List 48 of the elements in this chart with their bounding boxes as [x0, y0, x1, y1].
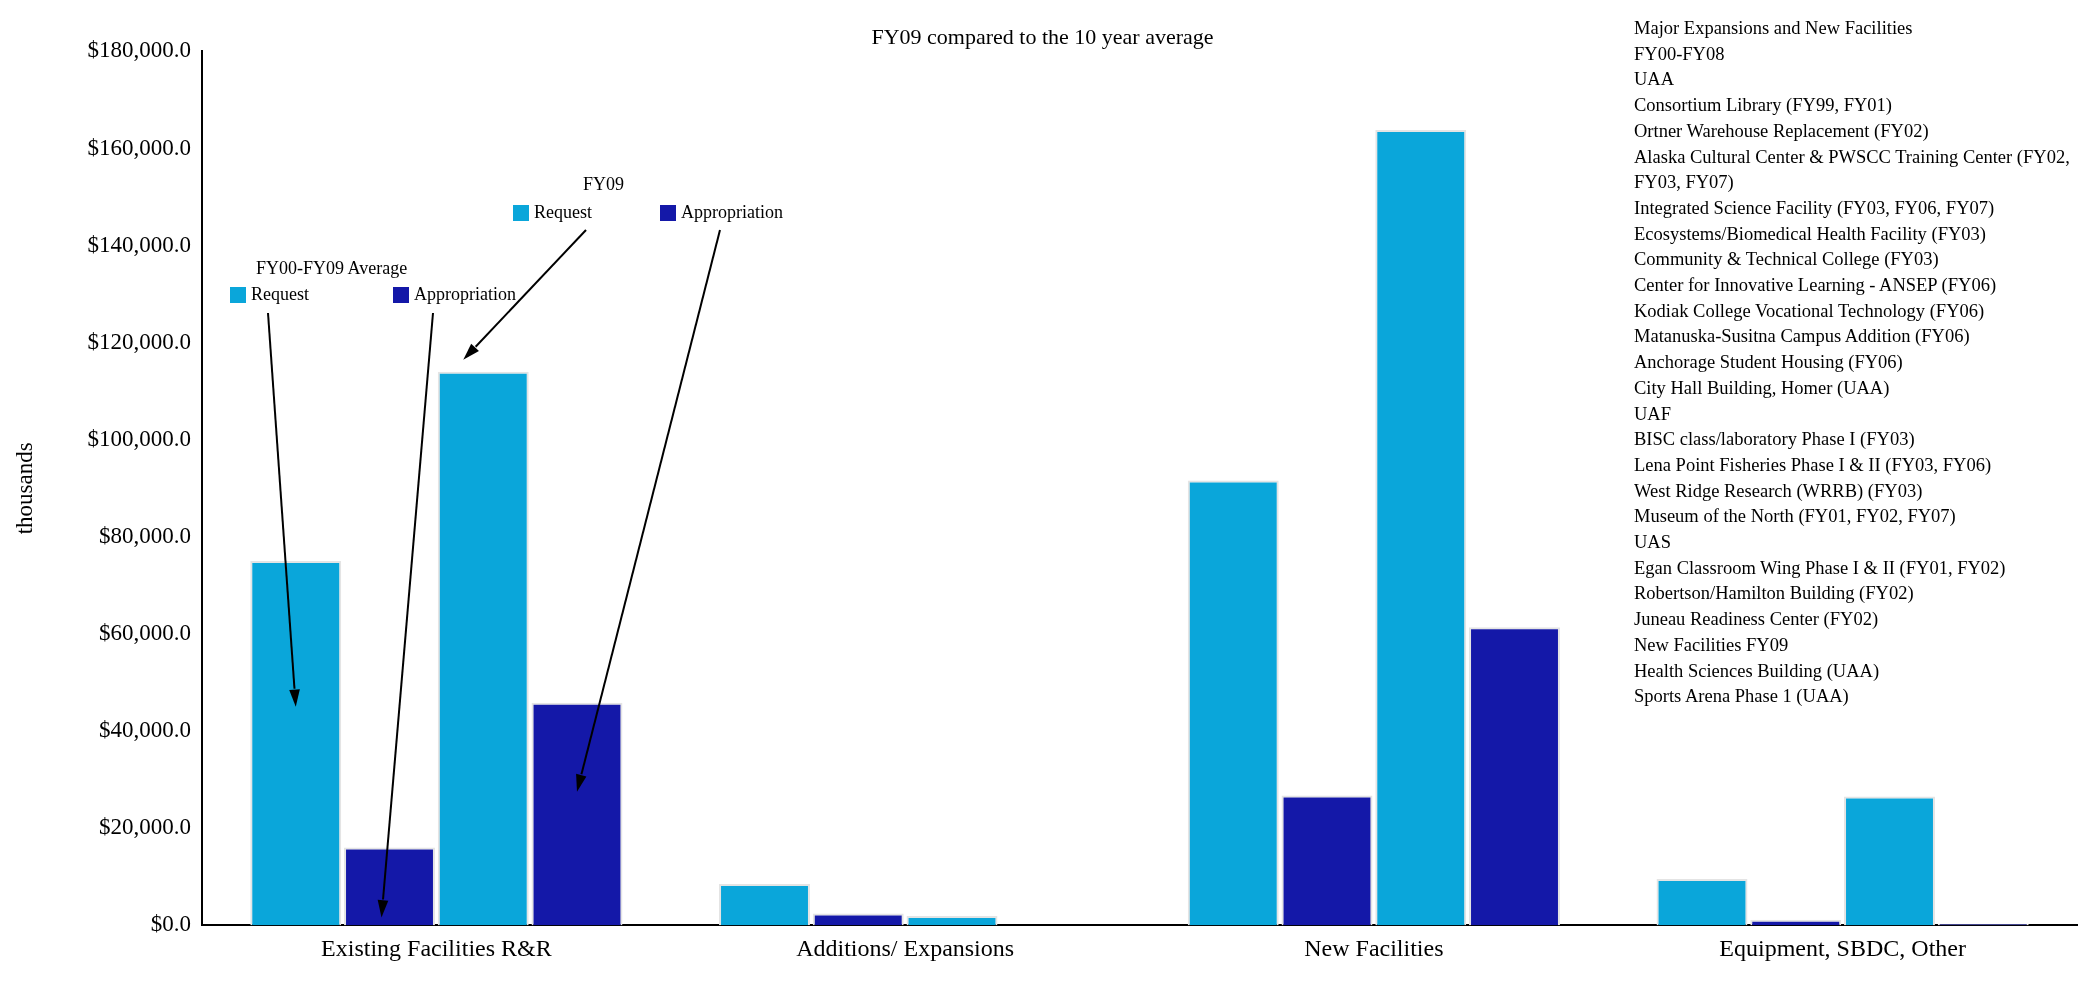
- annotation: Sports Arena Phase 1 (UAA): [1634, 685, 1850, 709]
- y-tick-label: $80,000.0: [99, 522, 191, 548]
- legend-label: Request: [251, 284, 309, 305]
- annotation: Ortner Warehouse Replacement (FY02): [1634, 119, 1930, 143]
- annotation: Robertson/Hamilton Building (FY02): [1634, 582, 1915, 606]
- y-tick-label: $140,000.0: [87, 231, 191, 257]
- y-tick-label: $160,000.0: [87, 134, 191, 160]
- annotation: Integrated Science Facility (FY03, FY06, FY07): [1634, 196, 1996, 220]
- annotation: West Ridge Research (WRRB) (FY03): [1634, 479, 1924, 503]
- annotation: Matanuska-Susitna Campus Addition (FY06): [1634, 325, 1971, 349]
- y-tick-label: $180,000.0: [87, 37, 191, 63]
- annotation: New Facilities FY09: [1634, 633, 1790, 657]
- x-tick-label: Equipment, SBDC, Other: [1719, 934, 1966, 961]
- legend-label: Request: [534, 202, 592, 223]
- annotation: Consortium Library (FY99, FY01): [1634, 94, 1893, 118]
- y-tick-label: $120,000.0: [87, 328, 191, 354]
- annotation: Community & Technical College (FY03): [1634, 248, 1940, 272]
- annotation: FY00-FY08: [1634, 42, 1726, 66]
- legend-label: Appropriation: [681, 202, 783, 223]
- chart-title: FY09 compared to the 10 year average: [871, 23, 1214, 49]
- annotation: FY09: [583, 174, 625, 195]
- annotation: UAA: [1634, 68, 1676, 92]
- annotation: Ecosystems/Biomedical Health Facility (FY03): [1634, 222, 1987, 246]
- annotation: FY00-FY09 Average: [256, 258, 408, 279]
- annotation: UAF: [1634, 402, 1672, 426]
- annotation: Kodiak College Vocational Technology (FY06): [1634, 299, 1986, 323]
- annotation: Anchorage Student Housing (FY06): [1634, 351, 1904, 375]
- annotation: City Hall Building, Homer (UAA): [1634, 376, 1891, 400]
- y-tick-label: $40,000.0: [99, 717, 191, 743]
- annotation: Lena Point Fisheries Phase I & II (FY03, FY06): [1634, 453, 1993, 477]
- y-tick-label: $100,000.0: [87, 425, 191, 451]
- annotation: Juneau Readiness Center (FY02): [1634, 608, 1880, 632]
- annotation: BISC class/laboratory Phase I (FY03): [1634, 428, 1916, 452]
- y-tick-label: $20,000.0: [99, 814, 191, 840]
- annotation: Museum of the North (FY01, FY02, FY07): [1634, 505, 1957, 529]
- text: Major Expansions and New Facilities: [1634, 17, 1914, 40]
- y-tick-label: $0.0: [150, 911, 191, 937]
- x-tick-label: Existing Facilities R&R: [321, 934, 552, 961]
- annotation: UAS: [1634, 531, 1672, 555]
- annotation: Health Sciences Building (UAA): [1634, 659, 1881, 683]
- annotation: Center for Innovative Learning - ANSEP (FY06): [1634, 274, 1998, 298]
- annotation: Alaska Cultural Center & PWSCC Training Center (FY02, FY03, FY07): [1634, 145, 2071, 195]
- x-tick-label: Additions/ Expansions: [796, 934, 1015, 961]
- annotation: Egan Classroom Wing Phase I & II (FY01, FY02): [1634, 556, 2007, 580]
- legend-label: Appropriation: [414, 284, 516, 305]
- y-tick-label: $60,000.0: [99, 619, 191, 645]
- x-tick-label: New Facilities: [1304, 934, 1444, 961]
- y-axis-title: thousands: [11, 442, 37, 535]
